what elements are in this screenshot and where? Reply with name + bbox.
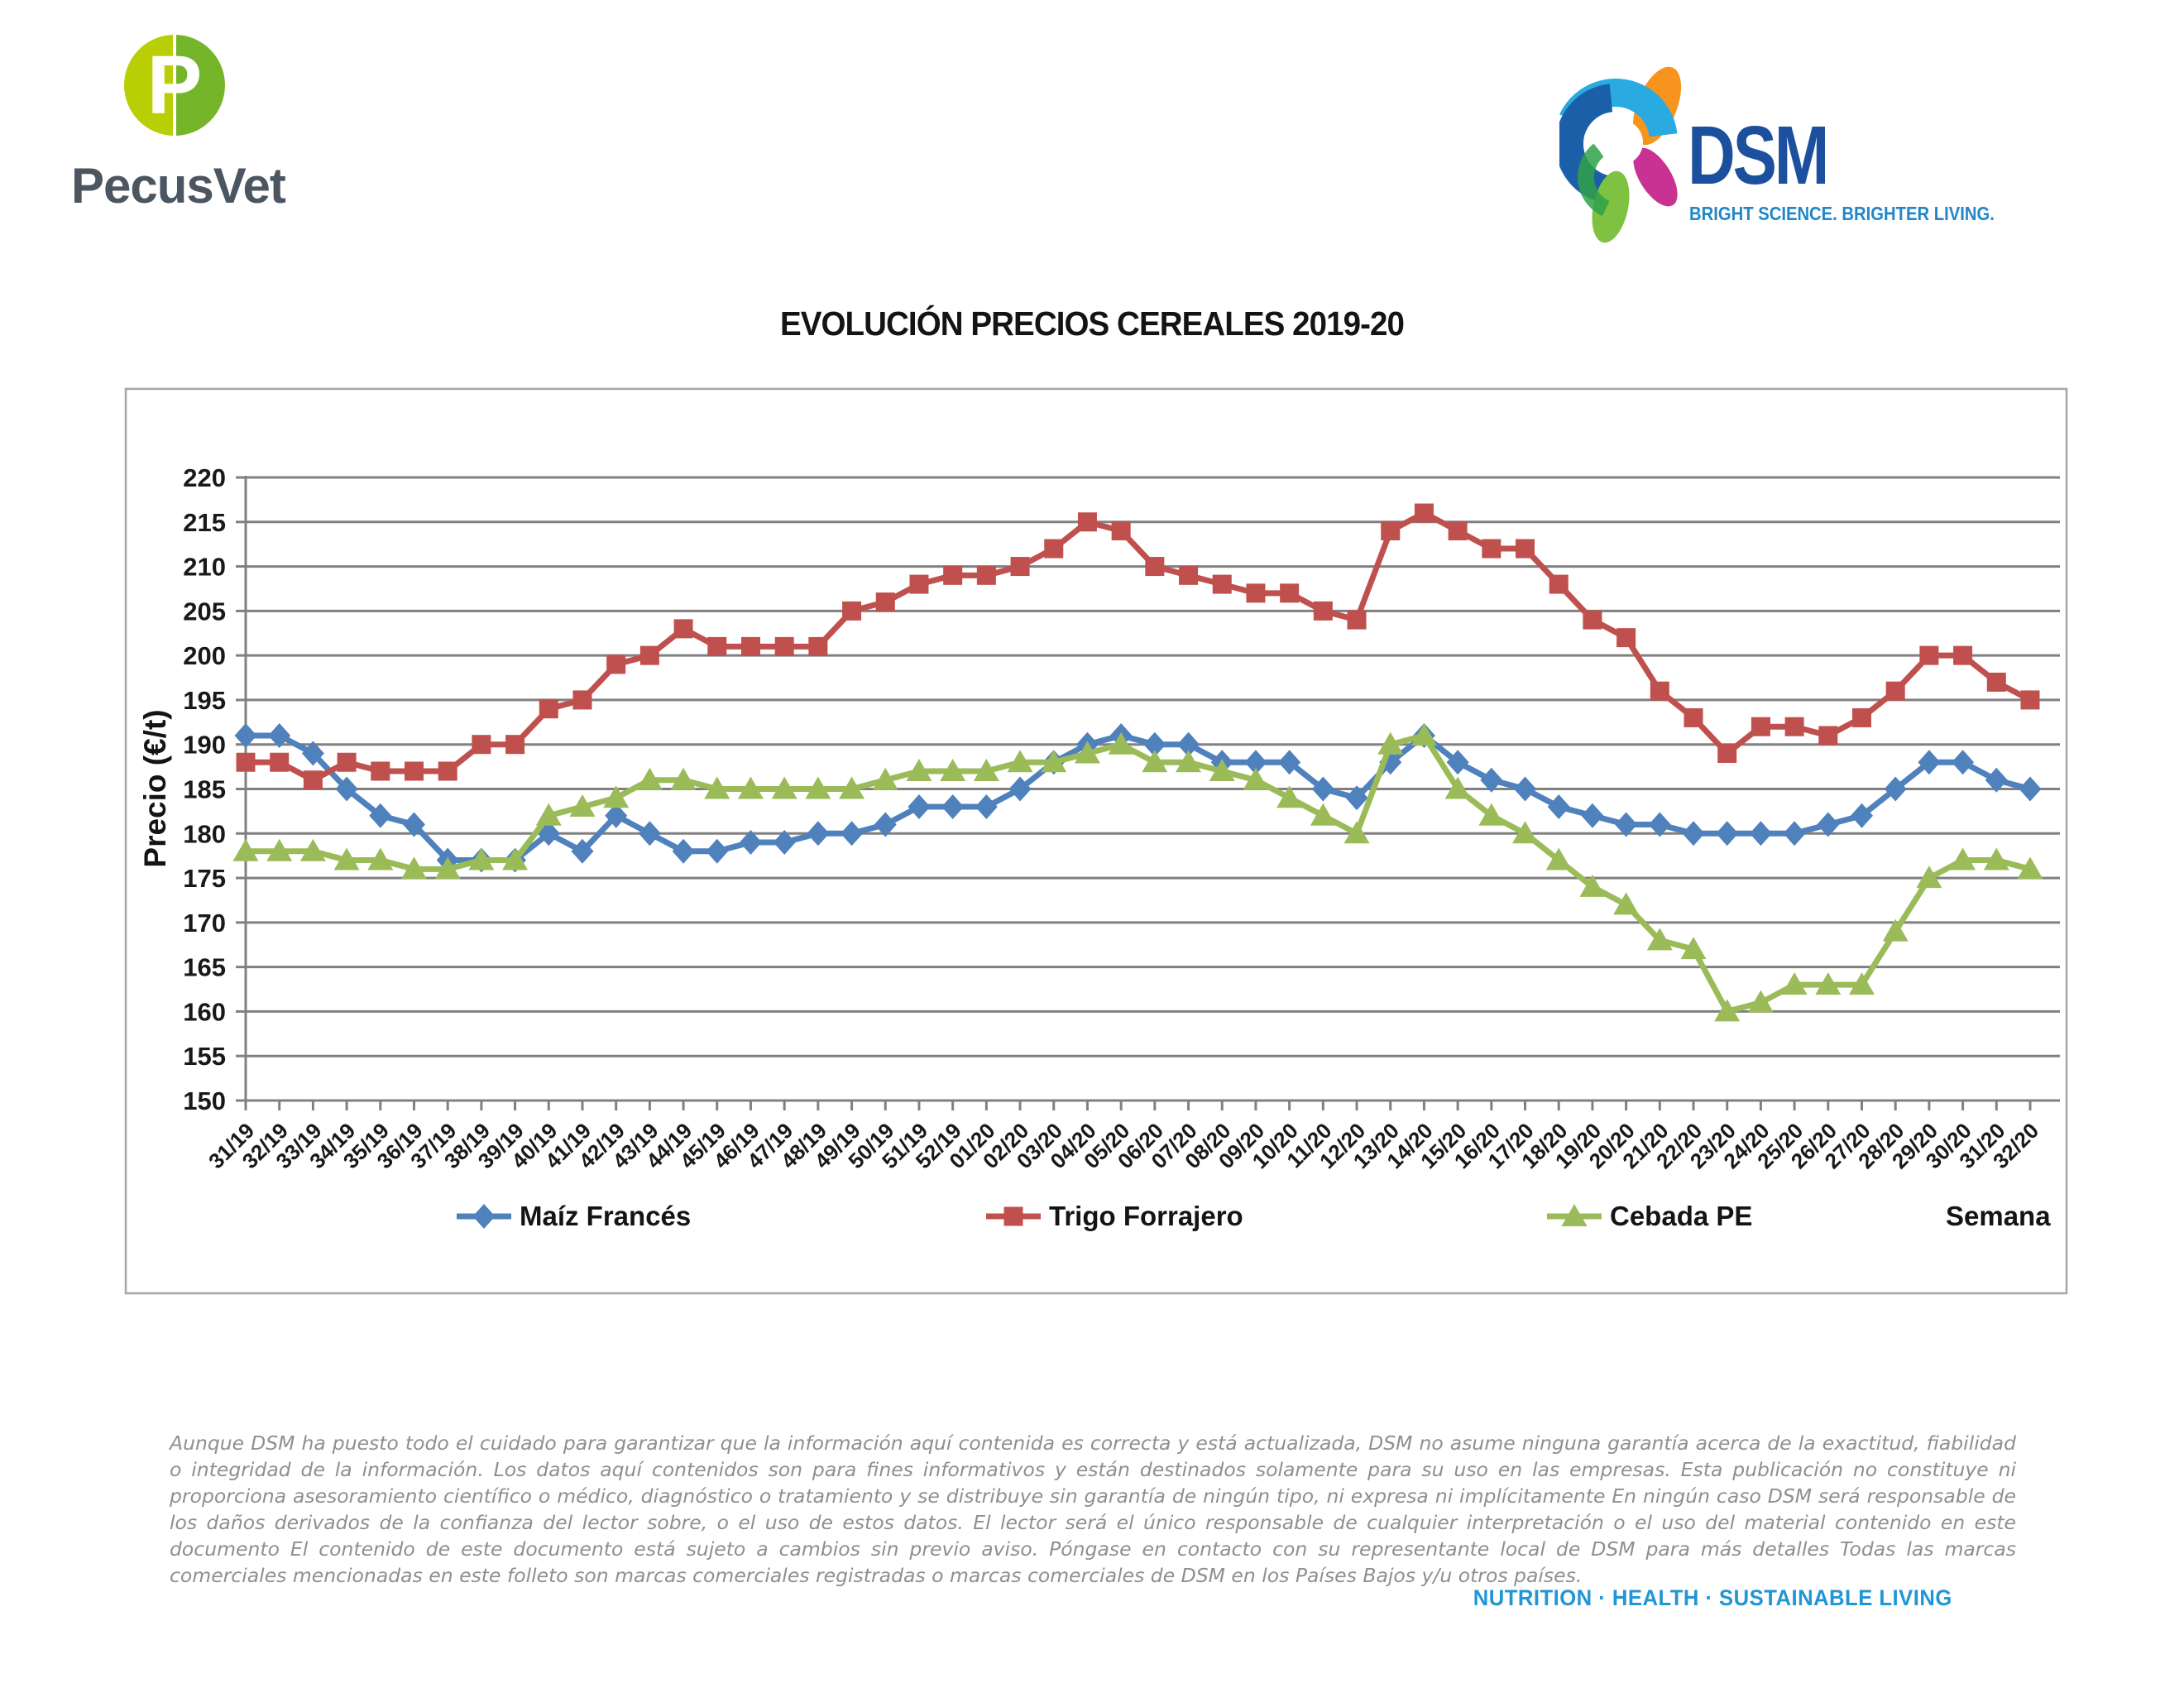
svg-text:195: 195 <box>183 686 226 715</box>
disclaimer-text: Aunque DSM ha puesto todo el cuidado par… <box>170 1431 2016 1587</box>
svg-text:175: 175 <box>183 864 226 893</box>
legend-label: Trigo Forrajero <box>1049 1201 1243 1231</box>
legend-label: Maíz Francés <box>520 1201 692 1231</box>
legend-item-trigo-forrajero: Trigo Forrajero <box>984 1198 1243 1235</box>
pecusvet-wordmark: PecusVet <box>71 158 286 213</box>
pecusvet-logo-icon: P <box>124 35 225 136</box>
svg-text:180: 180 <box>183 819 226 848</box>
svg-text:155: 155 <box>183 1042 226 1071</box>
dsm-logo-icon <box>1559 66 1682 243</box>
svg-text:170: 170 <box>183 909 226 938</box>
svg-text:185: 185 <box>183 775 226 804</box>
cebada-pe-marker-icon <box>1547 1204 1602 1226</box>
dsm-tagline: BRIGHT SCIENCE. BRIGHTER LIVING. <box>1689 203 1995 224</box>
svg-text:165: 165 <box>183 953 226 982</box>
svg-text:210: 210 <box>183 553 226 582</box>
trigo-forrajero-marker-icon <box>986 1206 1041 1226</box>
x-axis-title: Semana <box>1946 1201 2051 1231</box>
page-title: EVOLUCIÓN PRECIOS CEREALES 2019-20 <box>779 305 1405 343</box>
legend-item-maiz-frances: Maíz Francés <box>455 1198 691 1235</box>
svg-text:150: 150 <box>183 1086 226 1115</box>
legend-label: Cebada PE <box>1610 1201 1753 1231</box>
y-axis-title: Precio (€/t) <box>138 709 172 868</box>
dsm-wordmark: DSM <box>1688 109 1829 202</box>
pecusvet-monogram: P <box>146 39 203 132</box>
svg-text:200: 200 <box>183 641 226 670</box>
svg-text:205: 205 <box>183 597 226 626</box>
svg-text:220: 220 <box>183 463 226 492</box>
maiz-frances-marker-icon <box>457 1204 511 1229</box>
dsm-bottom-tagline: NUTRITION · HEALTH · SUSTAINABLE LIVING <box>1473 1585 1952 1610</box>
legend-item-cebada-pe: Cebada PE <box>1545 1198 1752 1235</box>
svg-text:160: 160 <box>183 997 226 1026</box>
svg-text:190: 190 <box>183 731 226 760</box>
svg-text:215: 215 <box>183 508 226 537</box>
